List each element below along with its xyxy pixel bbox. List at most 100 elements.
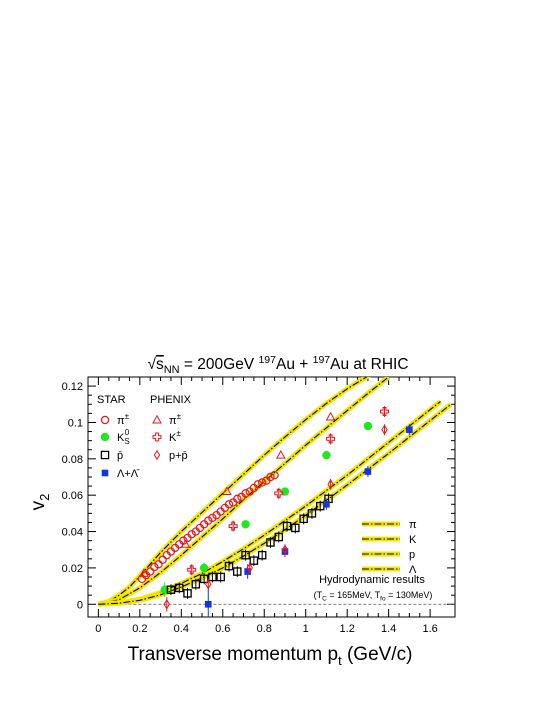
data-point [187, 530, 196, 539]
legend-label: Λ+Λ̄ [117, 468, 140, 480]
data-point [158, 555, 167, 564]
hydro-legend-label: π [409, 519, 417, 531]
legend-marker-star [100, 415, 110, 425]
data-markers [137, 406, 413, 617]
data-point [363, 421, 373, 431]
chart-title: √sNN = 200GeV 197Au + 197Au at RHIC [147, 354, 408, 376]
data-point [180, 539, 191, 548]
data-point [266, 538, 275, 547]
axes: 0 0.2 0.4 0.6 0.8 1 1.2 1.4 1.6 0 0.02 0.04 0.06 0.08… [62, 376, 455, 635]
x-tick-label: 0 [95, 623, 101, 635]
legend-label: π± [169, 412, 182, 427]
data-point [241, 550, 250, 560]
hydro-title: Hydrodynamic results [319, 574, 425, 586]
data-point [307, 509, 317, 518]
legend-label: p+p̄ [169, 450, 188, 462]
data-point [154, 560, 163, 569]
legend-marker-phenix [153, 449, 161, 461]
legend-marker-phenix [152, 432, 162, 442]
legend-marker-star [100, 450, 110, 460]
data-point [364, 468, 372, 475]
data-point [216, 572, 225, 582]
data-point [224, 500, 234, 509]
x-tick-label: 0.8 [257, 623, 272, 635]
y-tick-label: 0.1 [68, 417, 83, 429]
data-point [224, 561, 234, 571]
data-point [381, 424, 388, 435]
x-tick-label: 1.6 [422, 623, 437, 635]
data-point [282, 521, 292, 531]
hydro-params: (TC = 165MeV, Tfo = 130MeV) [314, 590, 433, 603]
data-point [327, 479, 334, 490]
data-point [325, 411, 336, 421]
legend-marker-star [101, 469, 109, 477]
data-point [187, 565, 197, 575]
y-tick-label: 0.04 [62, 527, 83, 539]
x-tick-label: 0.6 [215, 623, 230, 635]
x-tick-label: 1.4 [381, 623, 396, 635]
data-point [275, 449, 286, 459]
legend-label: KS0 [117, 428, 130, 446]
y-tick-label: 0.06 [62, 490, 83, 502]
legend-marker-star [100, 432, 110, 442]
data-point [257, 478, 267, 487]
data-point [257, 550, 267, 560]
data-point [166, 585, 176, 594]
data-point [183, 589, 192, 598]
data-point [274, 488, 284, 498]
hydro-band-π [97, 377, 372, 607]
x-tick-label: 0.4 [174, 623, 189, 635]
y-tick-label: 0 [77, 599, 83, 611]
legend-title-phenix: PHENIX [150, 394, 192, 406]
legend-marker-phenix [152, 414, 162, 424]
data-point [204, 600, 212, 608]
hydro-legend-label: Λ [409, 564, 417, 576]
y-tick-label: 0.12 [62, 381, 83, 393]
legend-label: K± [169, 429, 181, 444]
data-point [139, 568, 149, 577]
data-point [274, 532, 284, 542]
data-point [326, 434, 336, 444]
hydro-legend-label: K [409, 534, 417, 546]
legend-title-star: STAR [97, 394, 126, 406]
data-point [253, 480, 263, 489]
x-tick-label: 0.2 [132, 623, 147, 635]
data-point [205, 579, 212, 590]
data-point [222, 486, 232, 496]
legend-label: π± [117, 412, 130, 427]
data-point [323, 500, 330, 508]
data-point [380, 407, 390, 417]
data-point [199, 574, 209, 584]
data-point [208, 572, 217, 582]
y-tick-label: 0.02 [62, 563, 83, 575]
hydro-legend-label: p [409, 549, 415, 561]
data-point [163, 599, 170, 610]
data-point [174, 583, 184, 593]
x-tick-label: 1 [303, 623, 309, 635]
data-point [406, 426, 413, 434]
data-point [199, 563, 209, 573]
plot-frame [87, 376, 456, 618]
data-point [241, 520, 250, 529]
data-point [249, 556, 259, 565]
data-point [299, 514, 308, 524]
data-point [228, 521, 238, 531]
data-point [233, 567, 242, 576]
data-point [322, 450, 331, 460]
data-point [146, 567, 155, 576]
data-point [208, 513, 217, 523]
y-tick-label: 0.08 [62, 454, 83, 466]
data-point [241, 489, 250, 498]
x-tick-label: 1.2 [340, 623, 355, 635]
hydro-curve-π [98, 377, 368, 605]
data-point [281, 544, 289, 555]
data-point [191, 580, 201, 589]
data-point [233, 494, 242, 504]
y-axis-title: v2 [28, 494, 52, 511]
data-point [266, 472, 275, 482]
data-point [150, 562, 159, 572]
legend-label: p̄ [117, 450, 123, 462]
data-point [291, 523, 300, 533]
